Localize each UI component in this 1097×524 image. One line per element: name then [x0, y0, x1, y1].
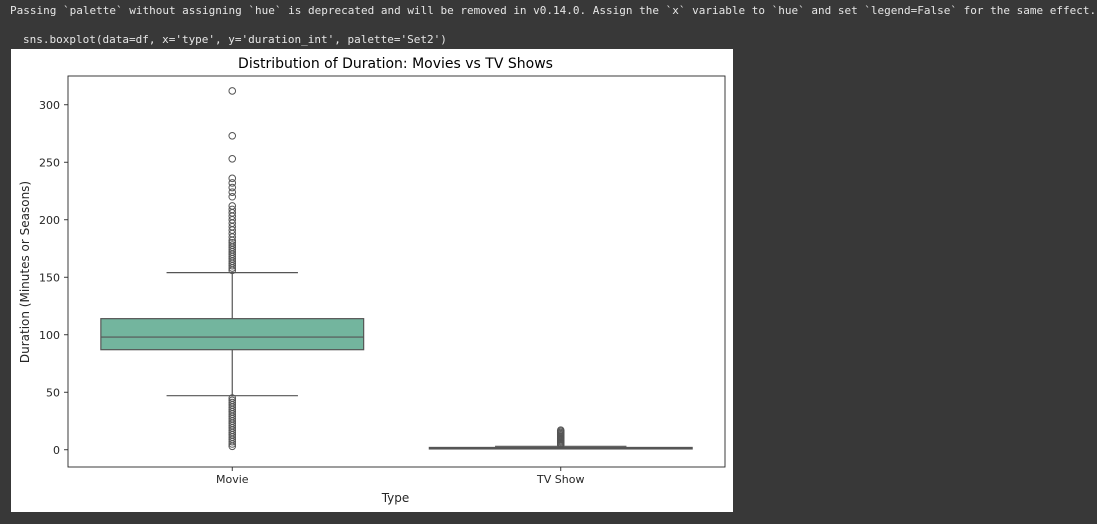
outlier-point — [228, 241, 237, 249]
y-tick-label: 100 — [39, 329, 60, 342]
outlier-point — [228, 183, 237, 192]
box-movie — [100, 318, 365, 351]
outlier-point — [228, 155, 237, 163]
x-tick-label: Movie — [216, 473, 249, 486]
code-line: sns.boxplot(data=df, x='type', y='durati… — [23, 33, 447, 46]
outlier-point — [228, 87, 237, 95]
outlier-point — [228, 396, 237, 405]
outlier-point — [228, 398, 237, 407]
x-tick-label: TV Show — [536, 473, 584, 486]
outlier-point — [228, 394, 237, 402]
outlier-point — [228, 174, 237, 183]
boxplot-chart: Distribution of Duration: Movies vs TV S… — [18, 56, 726, 505]
y-tick-label: 300 — [39, 99, 60, 112]
x-axis-label: Type — [381, 491, 410, 505]
y-tick-label: 50 — [46, 386, 60, 399]
y-tick-label: 150 — [39, 271, 60, 284]
outlier-point — [556, 426, 565, 435]
chart-figure: Distribution of Duration: Movies vs TV S… — [11, 49, 733, 512]
y-axis-label: Duration (Minutes or Seasons) — [18, 181, 32, 363]
outlier-point — [228, 179, 237, 187]
outlier-point — [228, 238, 237, 247]
y-tick-label: 0 — [53, 444, 60, 457]
outlier-point — [228, 188, 237, 196]
outlier-point — [228, 192, 237, 201]
outlier-point — [228, 202, 237, 210]
warning-message: Passing `palette` without assigning `hue… — [10, 4, 1097, 17]
chart-title: Distribution of Duration: Movies vs TV S… — [238, 56, 553, 72]
outlier-point — [228, 132, 237, 140]
plot-frame — [67, 75, 726, 468]
y-tick-label: 250 — [39, 156, 60, 169]
y-tick-label: 200 — [39, 214, 60, 227]
outlier-point — [228, 205, 237, 214]
